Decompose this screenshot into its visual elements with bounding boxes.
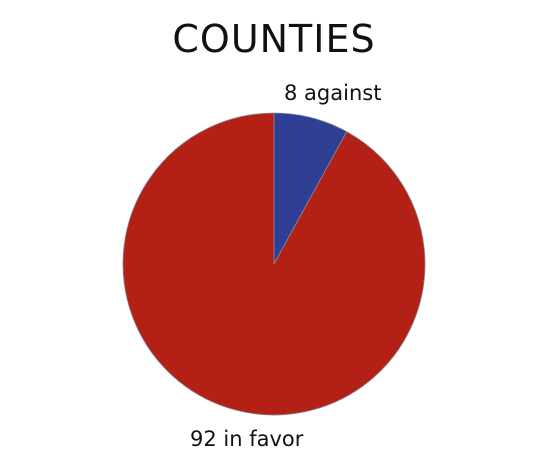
chart-title: COUNTIES: [172, 17, 375, 61]
slice-label-in-favor: 92 in favor: [190, 427, 304, 451]
slice-label-against: 8 against: [284, 81, 381, 105]
pie: [122, 112, 426, 416]
pie-slice-in-favor: [122, 112, 426, 416]
